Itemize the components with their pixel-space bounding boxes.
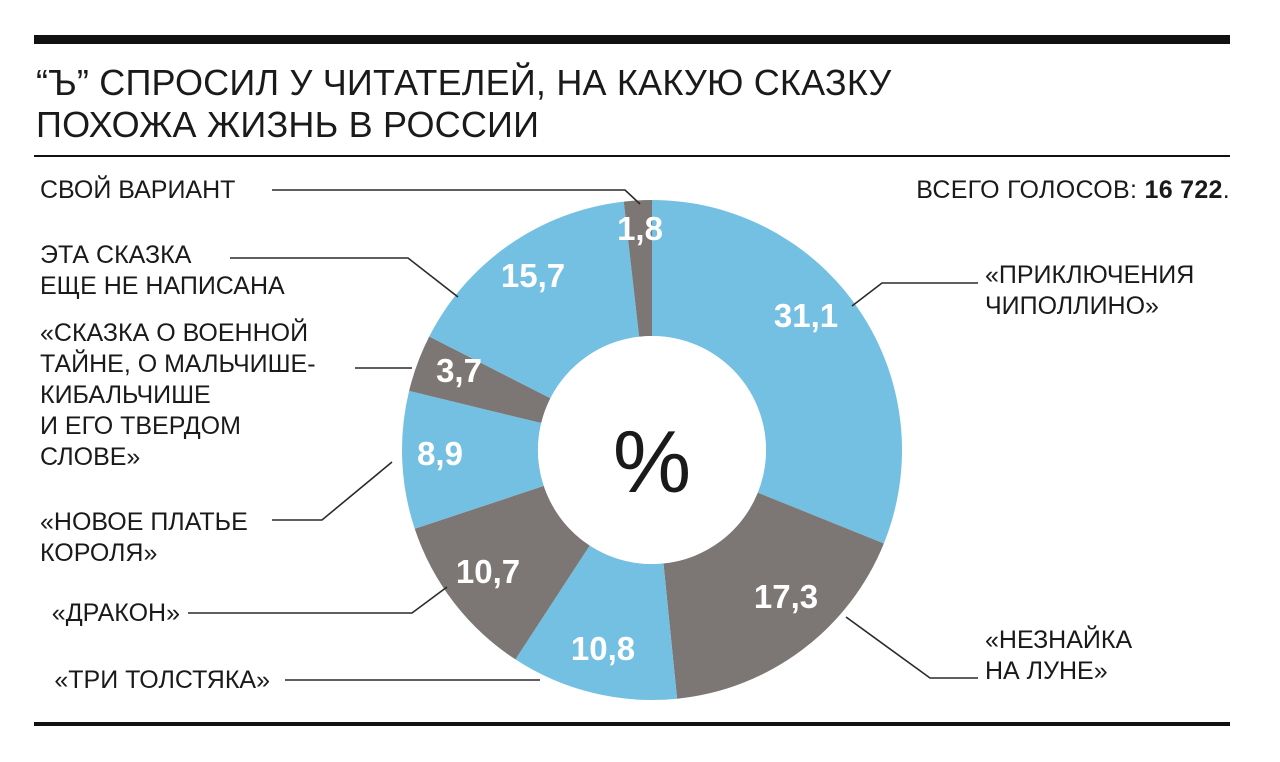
slice-category-label: «ПРИКЛЮЧЕНИЯ ЧИПОЛЛИНО» bbox=[985, 261, 1194, 320]
top-rule bbox=[34, 35, 1230, 44]
total-votes-value: 16 722 bbox=[1144, 176, 1223, 204]
leader-line bbox=[188, 586, 448, 614]
donut-slice bbox=[409, 336, 551, 424]
slice-value-label: 15,7 bbox=[501, 257, 565, 294]
slice-value-label: 10,7 bbox=[456, 553, 520, 590]
donut-slice bbox=[402, 390, 544, 529]
leader-line bbox=[272, 189, 641, 205]
slice-category-label: «СКАЗКА О ВОЕННОЙ ТАЙНЕ, О МАЛЬЧИШЕ-КИБАЛ… bbox=[40, 317, 316, 471]
slices-group bbox=[402, 200, 902, 700]
slice-value-label: 10,8 bbox=[571, 630, 635, 667]
chart-title: “Ъ” СПРОСИЛ У ЧИТАТЕЛЕЙ, НА КАКУЮ СКАЗКУ… bbox=[36, 62, 892, 145]
bottom-rule bbox=[34, 722, 1230, 726]
donut-slice bbox=[429, 201, 640, 399]
slice-value-label: 1,8 bbox=[617, 210, 663, 247]
total-votes-label: ВСЕГО ГОЛОСОВ: bbox=[916, 176, 1138, 204]
leader-lines-group bbox=[188, 189, 978, 681]
total-votes: ВСЕГО ГОЛОСОВ: 16 722. bbox=[916, 176, 1230, 205]
slice-value-label: 3,7 bbox=[436, 352, 482, 389]
slice-category-label: «НЕЗНАЙКА НА ЛУНЕ» bbox=[985, 624, 1132, 685]
slice-value-label: 17,3 bbox=[754, 578, 818, 615]
slice-category-label: «ТРИ ТОЛСТЯКА» bbox=[54, 666, 270, 694]
donut-slice bbox=[414, 485, 590, 660]
category-labels-group: «ПРИКЛЮЧЕНИЯ ЧИПОЛЛИНО» «НЕЗНАЙКА НА ЛУНЕ» «… bbox=[40, 174, 1194, 694]
donut-slice bbox=[623, 200, 652, 337]
donut-slice bbox=[515, 545, 678, 700]
leader-line bbox=[230, 257, 459, 298]
slice-category-label: ЭТА СКАЗКА ЕЩЕ НЕ НАПИСАНА bbox=[40, 241, 285, 300]
slice-category-label: «ДРАКОН» bbox=[52, 599, 180, 627]
value-labels-group: 31,1 17,3 10,8 10,7 8,9 3,7 15,7 1,8 bbox=[417, 210, 838, 667]
title-divider bbox=[34, 155, 1230, 157]
leader-line bbox=[845, 616, 978, 679]
slice-category-label: «НОВОЕ ПЛАТЬЕ КОРОЛЯ» bbox=[40, 508, 248, 567]
donut-slice bbox=[652, 200, 902, 544]
leader-line bbox=[272, 461, 393, 521]
slice-value-label: 31,1 bbox=[774, 297, 838, 334]
slice-value-label: 8,9 bbox=[417, 435, 463, 472]
slice-category-label: СВОЙ ВАРИАНТ bbox=[40, 174, 235, 204]
leader-line bbox=[851, 282, 978, 307]
center-percent-sign: % bbox=[613, 412, 691, 511]
donut-slice bbox=[663, 492, 884, 699]
donut-hole bbox=[538, 336, 766, 564]
total-votes-suffix: . bbox=[1222, 176, 1230, 204]
